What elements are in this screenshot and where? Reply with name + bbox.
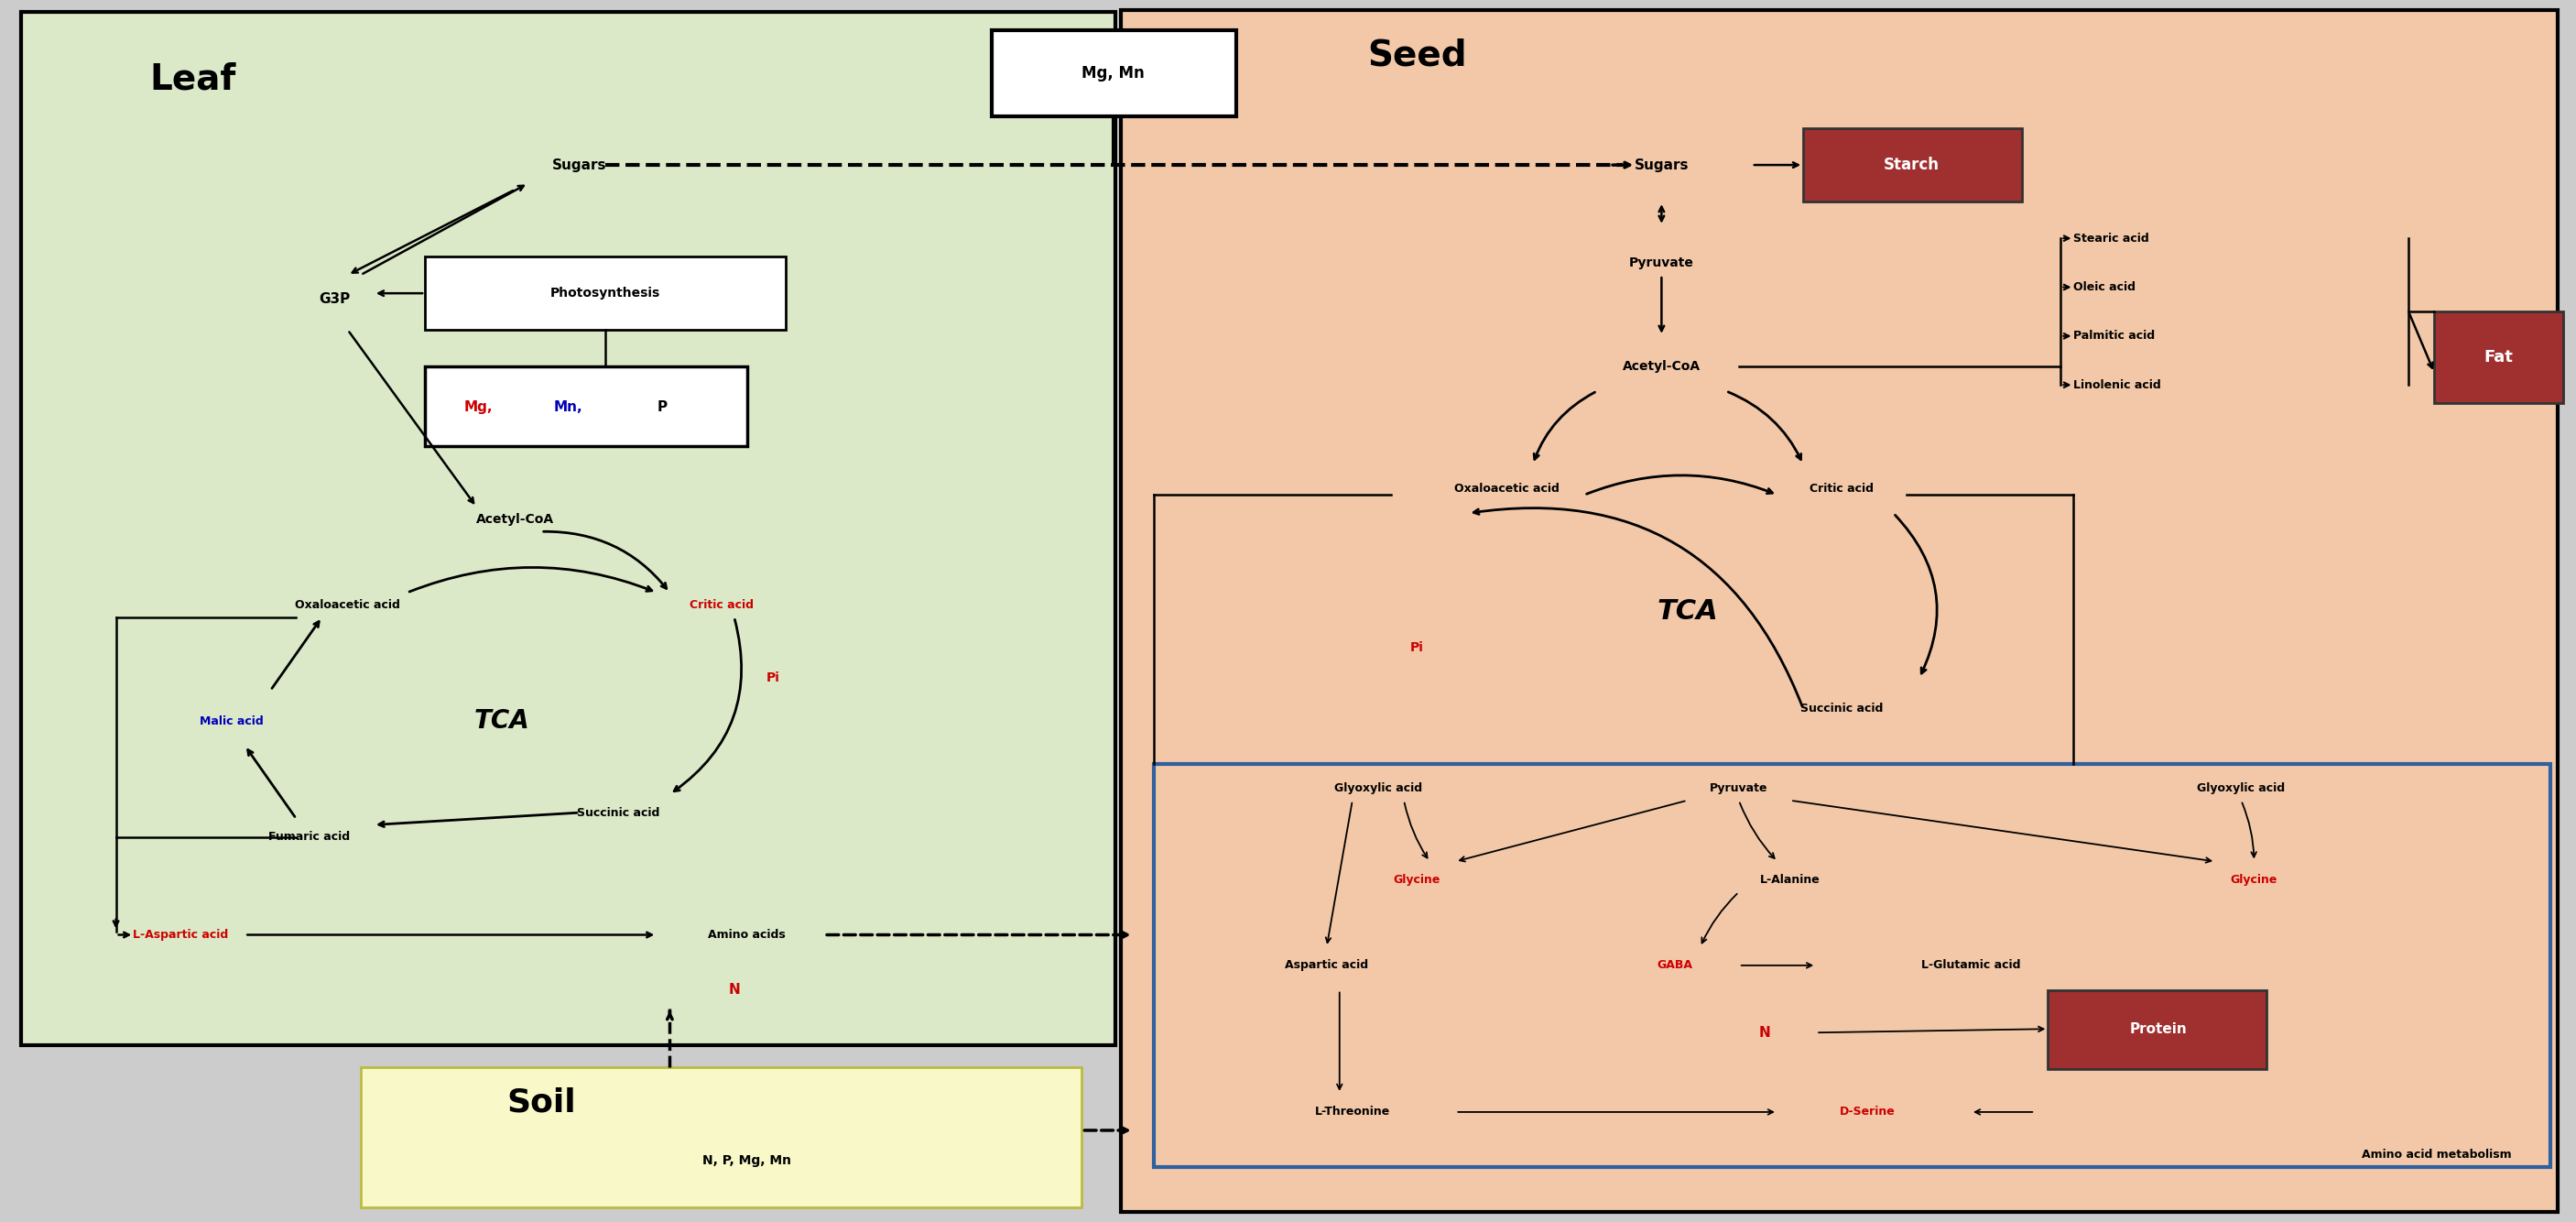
FancyBboxPatch shape xyxy=(992,31,1236,116)
Text: L-Glutamic acid: L-Glutamic acid xyxy=(1922,959,2020,971)
Text: Mg,: Mg, xyxy=(464,400,492,414)
Text: D-Serine: D-Serine xyxy=(1839,1106,1896,1118)
Text: Stearic acid: Stearic acid xyxy=(2074,232,2148,244)
Text: Fumaric acid: Fumaric acid xyxy=(268,831,350,843)
Text: Acetyl-CoA: Acetyl-CoA xyxy=(1623,360,1700,373)
Text: TCA: TCA xyxy=(474,709,531,733)
Text: Aspartic acid: Aspartic acid xyxy=(1285,959,1368,971)
Text: Pyruvate: Pyruvate xyxy=(1710,782,1767,794)
Text: Oxaloacetic acid: Oxaloacetic acid xyxy=(1455,483,1558,495)
Text: L-Threonine: L-Threonine xyxy=(1314,1106,1391,1118)
FancyBboxPatch shape xyxy=(1154,764,2550,1167)
Text: Starch: Starch xyxy=(1883,156,1940,174)
Text: Protein: Protein xyxy=(2130,1022,2187,1036)
Text: Critic acid: Critic acid xyxy=(690,599,752,611)
Text: TCA: TCA xyxy=(1656,598,1718,624)
Text: Sugars: Sugars xyxy=(551,158,608,172)
FancyBboxPatch shape xyxy=(1803,128,2022,202)
FancyBboxPatch shape xyxy=(2434,312,2563,403)
Text: Oleic acid: Oleic acid xyxy=(2074,281,2136,293)
Text: Glyoxylic acid: Glyoxylic acid xyxy=(1334,782,1422,794)
Text: Critic acid: Critic acid xyxy=(1811,483,1873,495)
FancyBboxPatch shape xyxy=(2048,990,2267,1069)
Text: Pi: Pi xyxy=(765,672,781,684)
Text: Acetyl-CoA: Acetyl-CoA xyxy=(477,513,554,525)
Text: Soil: Soil xyxy=(507,1086,574,1118)
Text: L-Aspartic acid: L-Aspartic acid xyxy=(131,929,229,941)
FancyBboxPatch shape xyxy=(1121,10,2558,1212)
Text: N, P, Mg, Mn: N, P, Mg, Mn xyxy=(703,1155,791,1167)
Text: Palmitic acid: Palmitic acid xyxy=(2074,330,2156,342)
Text: Glycine: Glycine xyxy=(2231,874,2277,886)
Text: Seed: Seed xyxy=(1368,38,1466,72)
Text: Succinic acid: Succinic acid xyxy=(577,807,659,819)
FancyBboxPatch shape xyxy=(21,12,1115,1045)
Text: Mg, Mn: Mg, Mn xyxy=(1082,65,1144,82)
Text: Pi: Pi xyxy=(1409,642,1425,654)
Text: Glyoxylic acid: Glyoxylic acid xyxy=(2197,782,2285,794)
FancyBboxPatch shape xyxy=(361,1067,1082,1207)
Text: Leaf: Leaf xyxy=(149,62,237,97)
Text: GABA: GABA xyxy=(1656,959,1692,971)
Text: Mn,: Mn, xyxy=(554,400,582,414)
Text: Succinic acid: Succinic acid xyxy=(1801,703,1883,715)
Text: N: N xyxy=(729,982,739,997)
Text: Sugars: Sugars xyxy=(1633,158,1690,172)
FancyBboxPatch shape xyxy=(425,257,786,330)
Text: Photosynthesis: Photosynthesis xyxy=(551,287,659,299)
Text: Amino acid metabolism: Amino acid metabolism xyxy=(2362,1149,2512,1161)
Text: Malic acid: Malic acid xyxy=(201,715,263,727)
Text: G3P: G3P xyxy=(319,292,350,307)
Text: P: P xyxy=(657,400,667,414)
Text: Linolenic acid: Linolenic acid xyxy=(2074,379,2161,391)
Text: L-Alanine: L-Alanine xyxy=(1759,874,1821,886)
FancyBboxPatch shape xyxy=(425,367,747,446)
Text: Oxaloacetic acid: Oxaloacetic acid xyxy=(296,599,399,611)
Text: Amino acids: Amino acids xyxy=(708,929,786,941)
Text: Fat: Fat xyxy=(2483,348,2514,365)
Text: N: N xyxy=(1759,1025,1770,1040)
Text: Pyruvate: Pyruvate xyxy=(1628,257,1695,269)
Text: Glycine: Glycine xyxy=(1394,874,1440,886)
